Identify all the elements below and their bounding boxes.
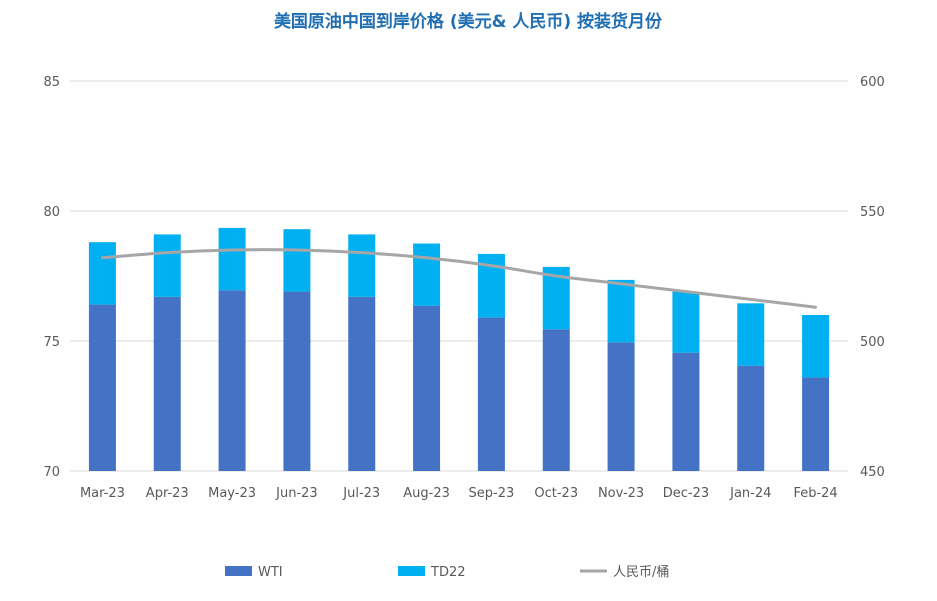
y-left-tick-75: 75 (43, 335, 60, 350)
y-right-tick-550: 550 (860, 205, 885, 220)
bar-wti-jul-23 (348, 296, 376, 471)
bar-wti-oct-23 (542, 329, 570, 471)
bar-wti-apr-23 (153, 296, 181, 471)
bar-wti-aug-23 (413, 305, 441, 471)
bar-td22-may-23 (218, 227, 246, 291)
bar-td22-apr-23 (153, 234, 181, 297)
x-tick-sep-23: Sep-23 (469, 486, 515, 501)
legend-swatch-td22 (398, 566, 425, 576)
x-tick-jan-24: Jan-24 (729, 486, 771, 501)
line-rmb-per-barrel (100, 248, 818, 309)
y-left-tick-85: 85 (43, 75, 60, 90)
bar-td22-nov-23 (607, 279, 635, 343)
legend-swatch-wti (225, 566, 252, 576)
chart-title: 美国原油中国到岸价格 (美元& 人民币) 按装货月份 (274, 11, 663, 32)
x-tick-jul-23: Jul-23 (342, 486, 380, 501)
x-tick-feb-24: Feb-24 (793, 486, 837, 501)
x-tick-may-23: May-23 (208, 486, 256, 501)
bar-td22-mar-23 (88, 242, 116, 305)
x-tick-dec-23: Dec-23 (663, 486, 709, 501)
bar-wti-feb-24 (802, 377, 830, 471)
legend-label-wti: WTI (258, 565, 283, 580)
rmb-line (100, 248, 818, 309)
x-tick-aug-23: Aug-23 (403, 486, 450, 501)
bar-wti-jan-24 (737, 365, 765, 471)
bar-wti-jun-23 (283, 291, 311, 471)
axis-ticks: 70 75 80 85 450 500 550 600 Mar-23 Apr-23 May-23 Ju… (43, 75, 884, 501)
legend-label-td22: TD22 (430, 565, 466, 580)
y-left-tick-70: 70 (43, 465, 60, 480)
x-tick-oct-23: Oct-23 (534, 486, 578, 501)
bar-wti-nov-23 (607, 342, 635, 471)
y-right-tick-600: 600 (860, 75, 885, 90)
bars (88, 227, 830, 471)
bar-wti-mar-23 (88, 304, 116, 471)
legend: WTI TD22 人民币/桶 (225, 565, 669, 580)
y-left-tick-80: 80 (43, 205, 60, 220)
bar-td22-aug-23 (413, 243, 441, 306)
x-tick-nov-23: Nov-23 (598, 486, 644, 501)
bar-wti-sep-23 (477, 317, 505, 471)
bar-td22-dec-23 (672, 291, 700, 353)
y-right-tick-500: 500 (860, 335, 885, 350)
y-right-tick-450: 450 (860, 465, 885, 480)
bar-td22-jul-23 (348, 234, 376, 297)
bar-wti-may-23 (218, 290, 246, 471)
legend-label-rmb: 人民币/桶 (613, 565, 669, 580)
x-tick-jun-23: Jun-23 (275, 486, 318, 501)
bar-td22-jan-24 (737, 303, 765, 366)
bar-td22-jun-23 (283, 229, 311, 292)
gridlines (70, 80, 848, 472)
bar-td22-feb-24 (802, 315, 830, 378)
x-tick-mar-23: Mar-23 (80, 486, 125, 501)
x-tick-apr-23: Apr-23 (146, 486, 189, 501)
bar-wti-dec-23 (672, 352, 700, 471)
